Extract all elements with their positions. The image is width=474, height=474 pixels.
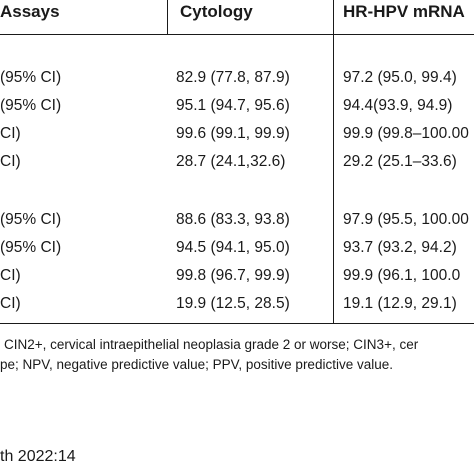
table-row: (95% CI) 95.1 (94.7, 95.6) 94.4(93.9, 94… [0, 92, 474, 120]
column-divider [333, 34, 334, 324]
row-label: (95% CI) [0, 69, 62, 86]
hr-hpv-value: 99.9 (96.1, 100.0 [343, 267, 461, 284]
cytology-value: 94.5 (94.1, 95.0) [176, 239, 290, 256]
cytology-value: 95.1 (94.7, 95.6) [176, 97, 290, 114]
row-label: (95% CI) [0, 97, 62, 114]
header-divider-1 [167, 0, 168, 34]
table-row: (95% CI) 94.5 (94.1, 95.0) 93.7 (93.2, 9… [0, 234, 474, 262]
row-label: CI) [0, 267, 21, 284]
footnote-line-2: pe; NPV, negative predictive value; PPV,… [0, 357, 393, 372]
header-hr-hpv-mrna: HR-HPV mRNA [343, 2, 465, 21]
cytology-value: 99.6 (99.1, 99.9) [176, 125, 290, 142]
table-row: CI) 99.8 (96.7, 99.9) 99.9 (96.1, 100.0 [0, 262, 474, 290]
header-divider-2 [333, 0, 334, 34]
table-row: CI) 99.6 (99.1, 99.9) 99.9 (99.8–100.00 [0, 120, 474, 148]
cytology-value: 82.9 (77.8, 87.9) [176, 69, 290, 86]
row-label: (95% CI) [0, 211, 62, 228]
hr-hpv-value: 93.7 (93.2, 94.2) [343, 239, 457, 256]
footnote-line-1: CIN2+, cervical intraepithelial neoplasi… [4, 337, 419, 352]
table-row: (95% CI) 88.6 (83.3, 93.8) 97.9 (95.5, 1… [0, 206, 474, 234]
table-row: (95% CI) 82.9 (77.8, 87.9) 97.2 (95.0, 9… [0, 64, 474, 92]
header-rule [0, 34, 474, 35]
row-label: CI) [0, 295, 21, 312]
header-assays: Assays [0, 2, 60, 21]
row-label: CI) [0, 153, 21, 170]
journal-citation: th 2022:14 [0, 448, 76, 465]
table-row: CI) 19.9 (12.5, 28.5) 19.1 (12.9, 29.1) [0, 290, 474, 318]
cytology-value: 99.8 (96.7, 99.9) [176, 267, 290, 284]
row-label: (95% CI) [0, 239, 62, 256]
cytology-value: 88.6 (83.3, 93.8) [176, 211, 290, 228]
header-cytology: Cytology [180, 2, 253, 21]
hr-hpv-value: 99.9 (99.8–100.00 [343, 125, 469, 142]
cytology-value: 28.7 (24.1,32.6) [176, 153, 286, 170]
hr-hpv-value: 97.2 (95.0, 99.4) [343, 69, 457, 86]
cytology-value: 19.9 (12.5, 28.5) [176, 295, 290, 312]
hr-hpv-value: 97.9 (95.5, 100.00 [343, 211, 469, 228]
table-row: CI) 28.7 (24.1,32.6) 29.2 (25.1–33.6) [0, 148, 474, 176]
hr-hpv-value: 29.2 (25.1–33.6) [343, 153, 457, 170]
hr-hpv-value: 19.1 (12.9, 29.1) [343, 295, 457, 312]
table-bottom-rule [0, 323, 474, 324]
row-label: CI) [0, 125, 21, 142]
hr-hpv-value: 94.4(93.9, 94.9) [343, 97, 453, 114]
